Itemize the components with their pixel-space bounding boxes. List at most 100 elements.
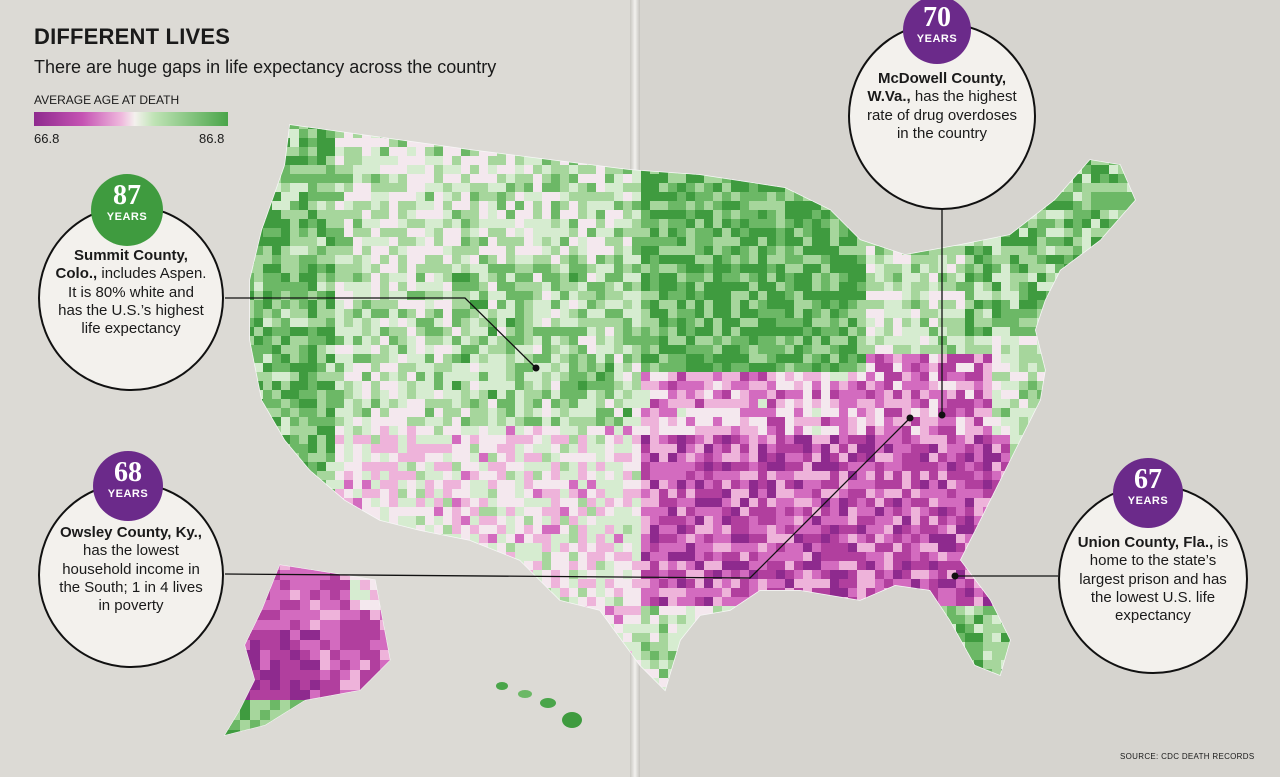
county-cell — [596, 273, 606, 283]
county-cell — [1010, 408, 1020, 418]
county-cell — [542, 165, 552, 175]
county-cell — [830, 507, 840, 517]
county-cell — [722, 426, 732, 436]
county-cell — [533, 309, 543, 319]
county-cell — [542, 192, 552, 202]
county-cell — [641, 192, 651, 202]
county-cell — [461, 480, 471, 490]
county-cell — [250, 165, 255, 175]
county-cell — [416, 561, 426, 571]
county-cell — [803, 264, 813, 274]
county-cell — [866, 228, 876, 238]
county-cell — [281, 246, 291, 256]
county-cell — [947, 471, 957, 481]
county-cell — [659, 498, 669, 508]
county-cell — [344, 516, 354, 526]
county-cell — [785, 543, 795, 553]
county-cell — [1001, 516, 1011, 526]
county-cell — [344, 408, 354, 418]
county-cell — [812, 300, 822, 310]
county-cell — [758, 345, 768, 355]
county-cell — [749, 318, 759, 328]
county-cell — [920, 435, 930, 445]
county-cell — [758, 390, 768, 400]
county-cell — [767, 390, 777, 400]
county-cell — [290, 354, 300, 364]
county-cell — [1028, 282, 1038, 292]
county-cell — [551, 336, 561, 346]
county-cell — [1118, 219, 1128, 229]
county-cell — [659, 300, 669, 310]
county-cell — [250, 417, 255, 427]
county-cell — [659, 291, 669, 301]
county-cell — [272, 192, 282, 202]
county-cell — [884, 381, 894, 391]
county-cell — [542, 228, 552, 238]
county-cell — [425, 471, 435, 481]
county-cell — [1091, 264, 1101, 274]
county-cell — [299, 264, 309, 274]
county-cell — [974, 561, 984, 571]
county-cell — [1100, 264, 1110, 274]
county-cell — [371, 327, 381, 337]
county-cell — [929, 345, 939, 355]
county-cell — [425, 525, 435, 535]
county-cell — [785, 125, 795, 130]
county-cell — [695, 345, 705, 355]
county-cell — [470, 462, 480, 472]
county-cell — [1001, 255, 1011, 265]
county-cell — [641, 291, 651, 301]
county-cell — [1001, 453, 1011, 463]
county-cell — [983, 228, 993, 238]
county-cell — [250, 237, 255, 247]
county-cell — [524, 399, 534, 409]
county-cell — [1028, 426, 1038, 436]
county-cell — [533, 264, 543, 274]
county-cell — [983, 561, 993, 571]
county-cell — [911, 498, 921, 508]
county-cell — [398, 462, 408, 472]
county-cell — [722, 435, 732, 445]
county-cell — [866, 291, 876, 301]
county-cell — [731, 156, 741, 166]
county-cell — [470, 309, 480, 319]
county-cell — [1001, 219, 1011, 229]
county-cell — [560, 381, 570, 391]
county-cell — [308, 525, 318, 535]
county-cell — [812, 471, 822, 481]
county-cell — [461, 471, 471, 481]
county-cell — [704, 327, 714, 337]
county-cell — [713, 192, 723, 202]
county-cell — [920, 219, 930, 229]
county-cell — [524, 192, 534, 202]
county-cell — [920, 282, 930, 292]
county-cell — [974, 309, 984, 319]
county-cell — [497, 543, 507, 553]
county-cell — [281, 462, 291, 472]
county-cell — [974, 345, 984, 355]
county-cell — [542, 291, 552, 301]
county-cell — [551, 165, 561, 175]
county-cell — [380, 147, 390, 157]
county-cell — [443, 165, 453, 175]
county-cell — [1064, 219, 1074, 229]
county-cell — [398, 237, 408, 247]
county-cell — [974, 264, 984, 274]
county-cell — [344, 138, 354, 148]
county-cell — [443, 246, 453, 256]
county-cell — [362, 408, 372, 418]
county-cell — [902, 426, 912, 436]
county-cell — [722, 399, 732, 409]
county-cell — [497, 498, 507, 508]
county-cell — [965, 354, 975, 364]
county-cell — [632, 291, 642, 301]
county-cell — [1037, 174, 1047, 184]
county-cell — [362, 372, 372, 382]
county-cell — [1037, 426, 1047, 436]
county-cell — [1100, 183, 1110, 193]
county-cell — [1001, 300, 1011, 310]
county-cell — [812, 525, 822, 535]
county-cell — [1109, 399, 1119, 409]
county-cell — [497, 444, 507, 454]
